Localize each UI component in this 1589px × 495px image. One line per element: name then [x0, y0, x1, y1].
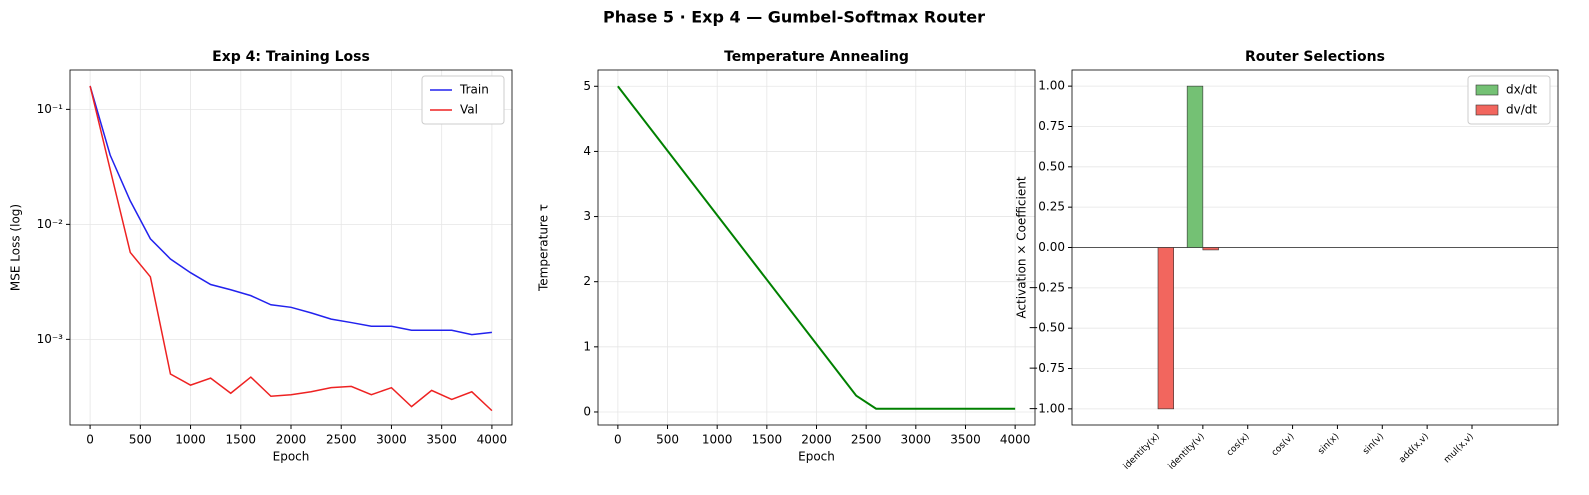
y-axis-label: Activation × Coefficient: [1015, 176, 1029, 318]
x-tick-label: sin(x): [1316, 432, 1341, 457]
x-tick-label: 2000: [276, 433, 307, 447]
y-tick-label: 0.25: [1038, 200, 1065, 214]
bar: [1202, 247, 1219, 251]
x-tick-label: cos(x): [1225, 432, 1252, 459]
legend-label: dx/dt: [1506, 83, 1537, 97]
y-tick-label: 10⁻²: [37, 217, 64, 231]
x-tick-label: 1000: [702, 433, 733, 447]
data-line: [617, 85, 1016, 410]
y-tick-label: 0.75: [1038, 119, 1065, 133]
x-tick-label: 4000: [1000, 433, 1031, 447]
x-tick-label: 500: [656, 433, 679, 447]
bar: [1157, 247, 1174, 410]
y-tick-label: −0.75: [1028, 361, 1065, 375]
y-tick-label: 10⁻¹: [37, 102, 64, 116]
x-tick-label: 3000: [901, 433, 932, 447]
x-tick-label: 1500: [752, 433, 783, 447]
y-tick-label: 4: [583, 144, 591, 158]
axes-title: Router Selections: [1245, 49, 1385, 65]
x-tick-label: 0: [86, 433, 94, 447]
x-tick-label: 4000: [477, 433, 508, 447]
y-tick-label: 10⁻³: [37, 332, 64, 346]
y-tick-label: 5: [583, 79, 591, 93]
x-tick-label: 0: [614, 433, 622, 447]
y-tick-label: 2: [583, 274, 591, 288]
x-tick-label: sin(v): [1361, 432, 1386, 457]
y-tick-label: 0.00: [1038, 240, 1065, 254]
y-tick-label: 1: [583, 339, 591, 353]
y-tick-label: −0.50: [1028, 321, 1065, 335]
y-axis-label: Temperature τ: [537, 204, 551, 292]
x-axis-label: Epoch: [273, 450, 310, 464]
x-tick-label: 2500: [851, 433, 882, 447]
legend-label: dv/dt: [1506, 103, 1537, 117]
x-tick-label: 3500: [950, 433, 981, 447]
x-tick-label: 3500: [426, 433, 457, 447]
axes-frame: [597, 69, 1036, 426]
axes-title: Exp 4: Training Loss: [212, 49, 370, 65]
x-tick-label: add(x,v): [1397, 432, 1431, 466]
y-tick-label: −1.00: [1028, 401, 1065, 415]
x-tick-label: 3000: [376, 433, 407, 447]
legend-box: [421, 75, 505, 125]
y-tick-label: 1.00: [1038, 79, 1065, 93]
data-line: [89, 85, 493, 412]
figure-title: Phase 5 · Exp 4 — Gumbel-Softmax Router: [603, 8, 985, 27]
y-tick-label: −0.25: [1028, 280, 1065, 294]
legend-swatch: [1475, 104, 1499, 116]
y-tick-label: 3: [583, 209, 591, 223]
y-tick-label: 0: [583, 404, 591, 418]
axes-title: Temperature Annealing: [724, 49, 909, 65]
x-axis-label: Epoch: [798, 450, 835, 464]
y-axis-label: MSE Loss (log): [9, 204, 23, 291]
x-tick-label: identity(v): [1167, 432, 1207, 472]
y-tick-label: 0.50: [1038, 159, 1065, 173]
x-tick-label: mul(x,v): [1442, 432, 1476, 466]
x-tick-label: 2000: [801, 433, 832, 447]
axes-frame: [1071, 69, 1559, 426]
x-tick-label: cos(v): [1270, 432, 1297, 459]
x-tick-label: 1500: [225, 433, 256, 447]
x-tick-label: identity(x): [1122, 432, 1162, 472]
legend-label: Train: [459, 83, 489, 97]
bar: [1186, 85, 1204, 248]
legend-swatch: [1475, 84, 1499, 96]
axes-frame: [69, 69, 513, 426]
data-line: [89, 85, 492, 336]
x-tick-label: 1000: [175, 433, 206, 447]
legend-label: Val: [460, 103, 478, 117]
x-tick-label: 500: [129, 433, 152, 447]
x-tick-label: 2500: [326, 433, 357, 447]
